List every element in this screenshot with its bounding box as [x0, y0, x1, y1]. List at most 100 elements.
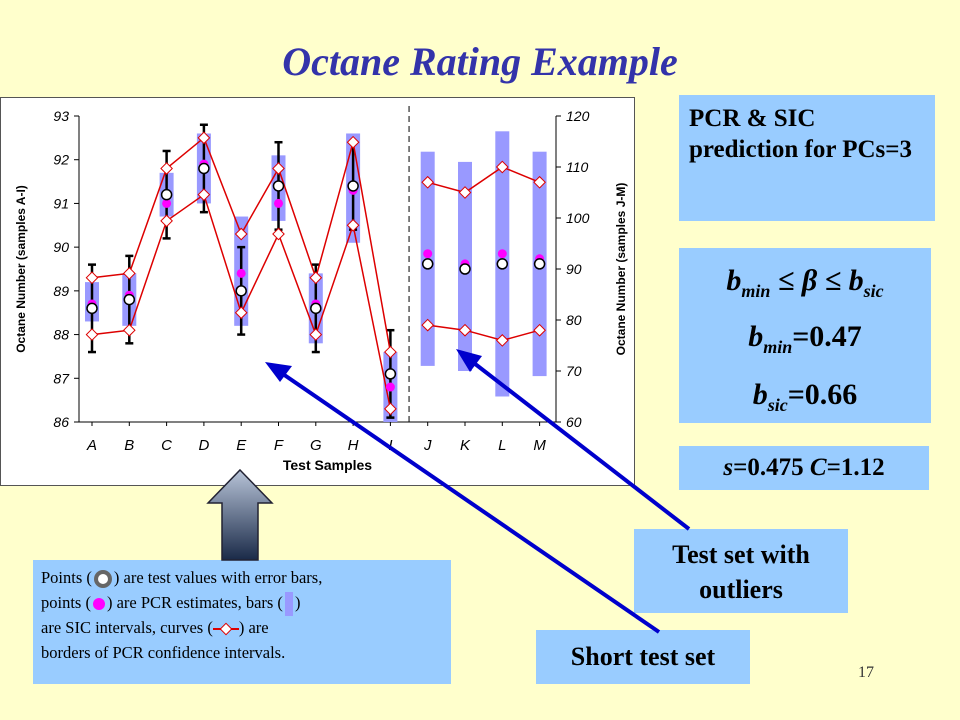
le-symbol: ≤: [777, 264, 795, 297]
lower-confidence-curve-marker: [346, 218, 360, 232]
upper-confidence-curve-marker: [85, 271, 99, 285]
lower-confidence-curve-marker: [533, 323, 546, 337]
legend-text: ) are PCR estimates, bars (: [106, 592, 283, 612]
b-symbol: b: [752, 378, 768, 411]
up-arrow-icon: [206, 468, 274, 561]
upper-confidence-curve-line: [427, 166, 540, 194]
legend-text: are SIC intervals, curves (: [41, 617, 213, 637]
test-point-icon: [93, 570, 112, 589]
right-tick-label: 80: [566, 312, 582, 328]
pcr-estimate-point: [497, 249, 507, 259]
bmin-value: =0.47: [792, 320, 862, 353]
right-tick-label: 120: [566, 108, 590, 124]
pcr-point-icon: [92, 597, 105, 610]
sic-subscript: sic: [767, 395, 788, 415]
upper-confidence-curve-marker: [197, 131, 211, 145]
b-values-box: bmin ≤ β ≤ bsic bmin=0.47 bsic=0.66: [679, 248, 931, 423]
legend-text: borders of PCR confidence intervals.: [41, 642, 286, 662]
upper-confidence-curve-marker: [533, 175, 546, 189]
x-tick-label: M: [533, 437, 546, 454]
min-subscript: min: [741, 281, 771, 301]
left-tick-label: 87: [53, 370, 70, 386]
test-value-point: [160, 188, 173, 201]
pcr-estimate-point: [274, 198, 283, 208]
left-tick-label: 90: [53, 239, 69, 255]
b-symbol: b: [726, 264, 742, 297]
x-tick-label: K: [460, 437, 471, 454]
legend-text: ): [294, 592, 301, 612]
upper-confidence-curve-marker: [495, 160, 509, 174]
right-tick-label: 110: [566, 159, 589, 175]
lower-confidence-curve-marker: [384, 402, 397, 416]
pcr-estimate-point: [162, 198, 172, 208]
pcr-estimate-point: [385, 382, 395, 392]
x-tick-label: J: [423, 437, 432, 454]
test-value-point: [272, 180, 285, 192]
slide-title: Octane Rating Example: [282, 39, 678, 84]
upper-confidence-curve-marker: [160, 162, 173, 175]
upper-confidence-curve-marker: [272, 162, 285, 175]
test-value-point: [421, 258, 434, 270]
b-symbol: b: [748, 320, 764, 353]
right-tick-label: 70: [566, 363, 582, 379]
upper-confidence-curve-marker: [346, 135, 360, 149]
y-axis-label-left: Octane Number (samples A-I): [14, 185, 28, 353]
legend-text: ) are test values with error bars,: [113, 568, 323, 587]
b-symbol: b: [848, 264, 864, 297]
bsic-line: bsic=0.66: [679, 378, 931, 416]
pointer-arrow-short-test: [265, 362, 661, 634]
lower-confidence-curve-marker: [272, 227, 285, 241]
sic-subscript: sic: [863, 281, 884, 301]
inequality-line: bmin ≤ β ≤ bsic: [679, 264, 931, 302]
test-value-point: [198, 162, 210, 175]
lower-confidence-curve-marker: [458, 323, 472, 337]
right-tick-label: 60: [566, 414, 582, 430]
bmin-line: bmin=0.47: [679, 320, 931, 358]
pcr-estimate-point: [236, 268, 246, 278]
params-box: s=0.475 C=1.12: [679, 446, 929, 490]
legend-box: Points () are test values with error bar…: [33, 560, 451, 684]
bsic-value: =0.66: [787, 378, 858, 411]
slide-number: 17: [858, 664, 874, 681]
c-value: =1.12: [826, 454, 885, 481]
x-tick-label: G: [310, 437, 322, 454]
pointer-arrow-test-outliers: [456, 349, 691, 531]
pcr-estimate-point: [423, 249, 433, 259]
lower-confidence-curve-marker: [421, 318, 435, 332]
upper-confidence-curve-marker: [384, 345, 397, 359]
prediction-box: PCR & SIC prediction for PCs=3: [679, 95, 935, 221]
test-value-point: [496, 258, 509, 270]
curve-icon: [212, 622, 239, 636]
lower-confidence-curve-marker: [85, 328, 99, 341]
s-value: =0.475: [733, 454, 810, 481]
upper-confidence-curve-marker: [421, 175, 435, 189]
min-subscript: min: [763, 337, 793, 357]
test-value-point: [347, 180, 359, 192]
legend-text: points (: [41, 592, 91, 612]
test-value-point: [310, 302, 322, 315]
left-tick-label: 88: [53, 327, 69, 343]
right-tick-label: 100: [566, 210, 590, 226]
x-tick-label: F: [274, 437, 284, 454]
x-tick-label: A: [86, 437, 97, 454]
lower-confidence-curve-line: [427, 324, 540, 342]
lower-confidence-curve-marker: [160, 214, 173, 228]
x-tick-label: L: [498, 437, 506, 454]
short-test-box: Short test set: [536, 630, 750, 684]
x-tick-label: H: [348, 437, 359, 454]
chart-svg: 86 87 88 89 90 91 92 93 60 70 80 90 100 110 120 A B C D E F G…: [14, 106, 628, 473]
x-tick-label: D: [198, 437, 209, 454]
upper-confidence-curve-marker: [458, 186, 472, 199]
s-label: s: [723, 454, 734, 481]
left-tick-label: 86: [53, 414, 69, 430]
c-label: C: [809, 454, 827, 481]
lower-confidence-curve-marker: [495, 334, 509, 347]
test-value-point: [86, 302, 98, 315]
lower-confidence-curve-marker: [197, 188, 211, 202]
upper-confidence-curve-marker: [234, 227, 248, 241]
left-tick-label: 93: [53, 108, 69, 124]
le-symbol: ≤: [824, 264, 842, 297]
x-tick-label: C: [161, 437, 172, 454]
left-tick-label: 91: [53, 195, 69, 211]
